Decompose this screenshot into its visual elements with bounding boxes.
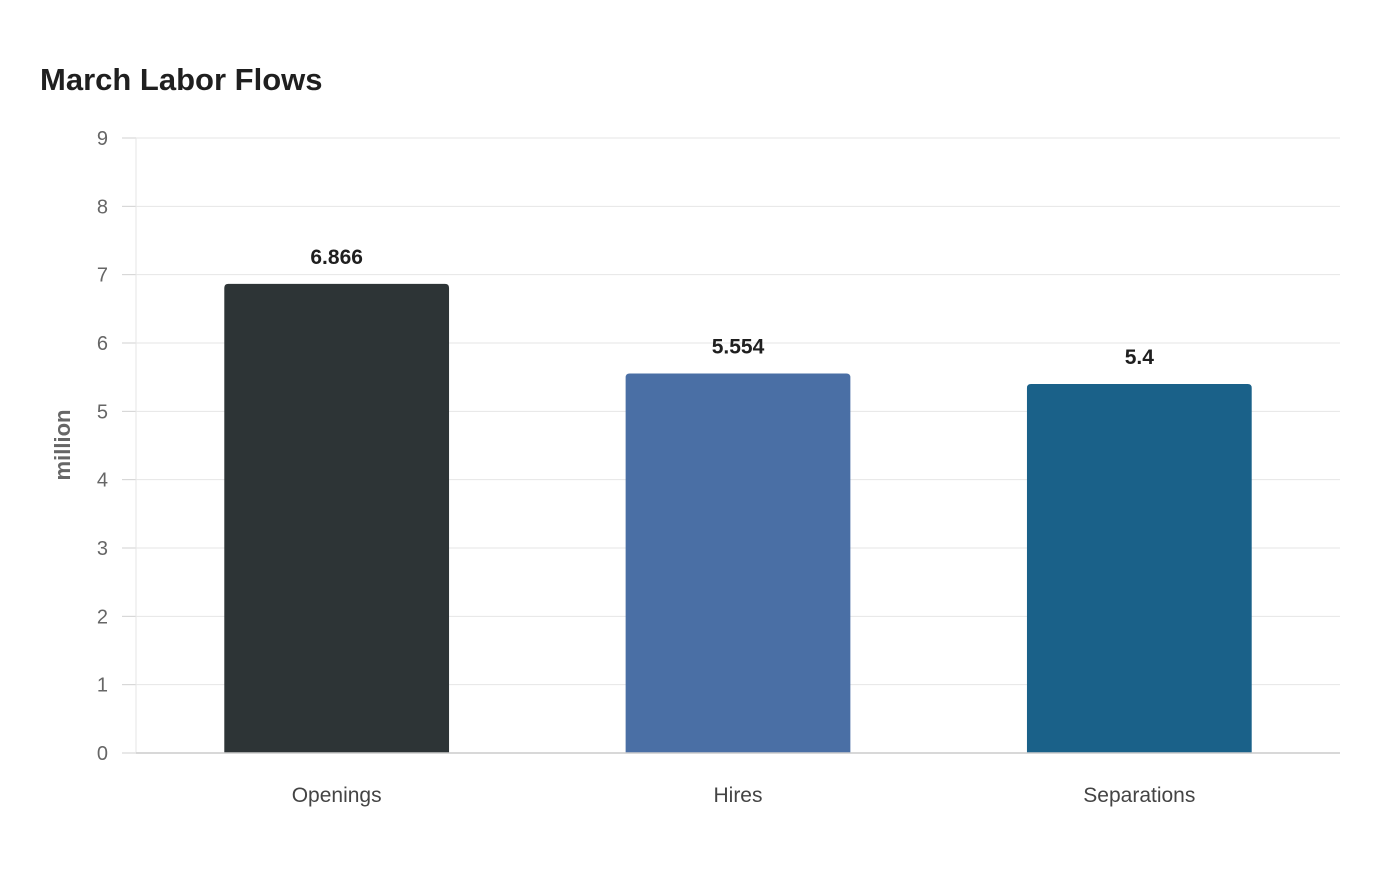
y-tick-label: 8	[97, 196, 108, 218]
data-labels: 6.866 5.554 5.4	[310, 246, 1154, 369]
y-tick-label: 3	[97, 538, 108, 560]
bar-openings	[224, 283, 450, 753]
data-label: 6.866	[310, 246, 363, 269]
y-tick-label: 4	[97, 470, 108, 492]
bars	[224, 283, 1252, 753]
y-tick-label: 1	[97, 675, 108, 697]
y-tick-label: 5	[97, 401, 108, 423]
y-axis-title: million	[50, 410, 75, 481]
y-tick-label: 2	[97, 606, 108, 628]
data-label: 5.554	[712, 335, 765, 358]
x-tick-label: Openings	[292, 784, 382, 807]
y-tick-label: 7	[97, 265, 108, 287]
bar-hires	[625, 373, 851, 753]
bar-separations	[1026, 384, 1252, 753]
y-tick-label: 0	[97, 743, 108, 765]
y-tick-label: 9	[97, 128, 108, 150]
data-label: 5.4	[1125, 346, 1155, 369]
y-tick-label: 6	[97, 333, 108, 355]
x-axis: Openings Hires Separations	[136, 752, 1340, 807]
x-tick-label: Separations	[1083, 784, 1195, 807]
chart-title: March Labor Flows	[40, 62, 323, 97]
y-axis: 0 1 2 3 4 5 6 7 8 9	[97, 128, 137, 765]
x-tick-label: Hires	[713, 784, 762, 807]
